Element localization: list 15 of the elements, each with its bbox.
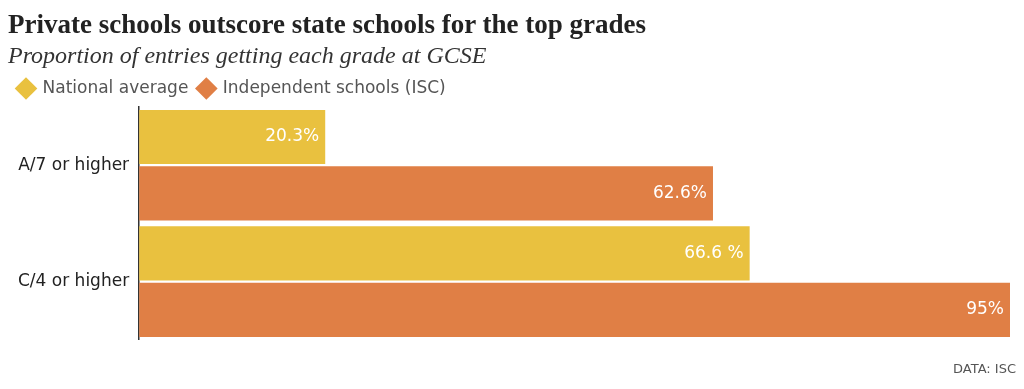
text: DATA: ISC xyxy=(952,360,1016,378)
bar xyxy=(139,226,750,281)
data-label: 62.6% xyxy=(652,181,707,202)
y-tick-label: A/7 or higher xyxy=(18,153,130,174)
data-label: 20.3% xyxy=(265,125,320,146)
bar xyxy=(139,109,326,165)
y-tick-label: C/4 or higher xyxy=(18,270,130,291)
legend-label: Independent schools (ISC) xyxy=(222,76,446,97)
chart-subtitle: Proportion of entries getting each grade at GCSE xyxy=(8,41,488,70)
bar xyxy=(139,166,713,221)
data-label: 95% xyxy=(966,298,1004,319)
bar xyxy=(139,282,1010,337)
data-label: 66.6 % xyxy=(684,241,744,262)
legend-label: National average xyxy=(42,76,189,97)
chart-title: Private schools outscore state schools for the top grades xyxy=(8,8,647,40)
